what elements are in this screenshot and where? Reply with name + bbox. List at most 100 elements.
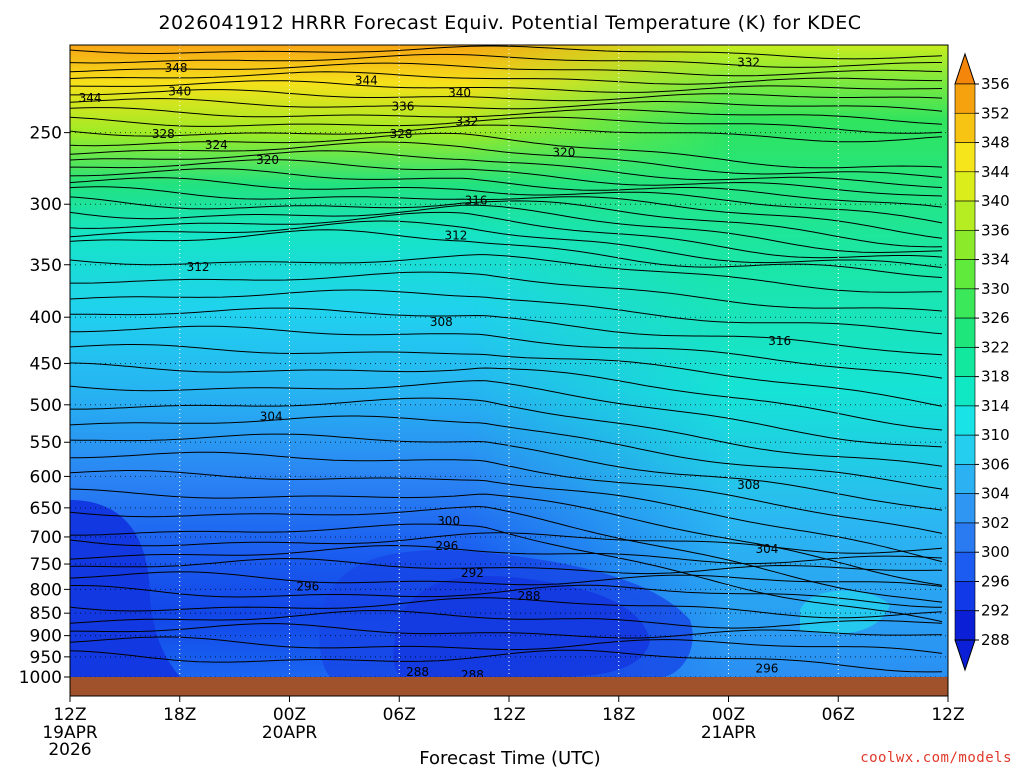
x-tick-date: 19APR [42,723,98,743]
x-tick-label: 06Z [383,705,416,725]
contour-line [70,80,943,93]
contour-line [70,289,943,335]
x-tick-label: 00Z [273,705,306,725]
contour-line [70,45,943,60]
colorbar-swatch [954,112,976,143]
contour-label: 288 [406,665,429,679]
colorbar-label: 318 [981,368,1010,386]
colorbar-swatch [954,230,976,260]
contour-line [70,325,943,379]
colorbar-swatch [954,288,976,319]
contour-label: 312 [187,260,210,274]
contour-line [70,344,943,407]
x-tick-label: 18Z [602,705,635,725]
contour-label: 324 [205,138,228,152]
contour-line [70,150,943,188]
colorbar-label: 356 [981,75,1010,93]
colorbar-swatch [954,142,976,173]
colorbar-label: 302 [981,514,1010,532]
chart-title: 2026041912 HRRR Forecast Equiv. Potentia… [158,12,861,34]
contour-line [70,177,943,224]
colorbar-swatch [954,551,976,582]
contour-label: 328 [390,127,413,141]
y-tick-label: 900 [30,627,62,647]
contour-label: 308 [737,478,760,492]
x-tick-label: 12Z [53,705,86,725]
contour-line [70,89,943,102]
colorbar-swatch [954,405,976,436]
colorbar-top-arrow [954,52,976,85]
colorbar-label: 326 [981,309,1010,327]
x-tick-date: 21APR [701,723,757,743]
y-tick-label: 800 [30,580,62,600]
colorbar-label: 340 [981,192,1010,210]
contour-label: 348 [165,61,188,75]
x-tick-year: 2026 [48,740,91,760]
contour-line [70,597,943,619]
contour-label-group: 348 344 340 344 340 336 332 328 324 328 320 320 332 3… [79,55,792,682]
colorbar-label: 292 [981,602,1010,620]
contour-label: 304 [755,542,778,556]
colorbar-label: 310 [981,426,1010,444]
contour-label: 304 [260,409,283,423]
colorbar-swatch [954,434,976,465]
contour-label: 344 [355,74,378,88]
contour-label: 320 [256,153,279,167]
plot-area: 348 344 340 344 340 336 332 328 324 328 320 320 332 3… [70,45,948,682]
contour-label: 336 [391,100,414,114]
contour-label: 340 [448,86,471,100]
colorbar-label: 334 [981,251,1010,269]
colorbar-swatch [954,200,976,231]
colorbar-swatch [954,317,976,348]
colorbar-label: 306 [981,455,1010,473]
colorbar-label: 330 [981,280,1010,298]
contour-label: 296 [755,662,778,676]
y-tick-label: 400 [30,308,62,328]
y-tick-label: 950 [30,648,62,668]
x-axis-label: Forecast Time (UTC) [419,748,600,768]
ground-strip [70,677,948,696]
contour-line [70,636,943,654]
contour-label: 296 [296,579,319,593]
contour-line [70,544,943,565]
contour-label: 292 [461,566,484,580]
credit-text: coolwx.com/models [860,750,1012,766]
x-tick-label: 12Z [492,705,525,725]
contour-line [70,141,943,178]
contour-line [70,159,943,197]
contour-line [70,186,943,239]
contour-line [70,204,943,254]
contour-line [70,397,943,467]
colorbar-swatch [954,493,976,524]
x-tick-date: 20APR [262,723,318,743]
colorbar: 356 352 348 344 340 336 334 330 326 322 318 314 310 3… [954,52,1010,672]
contour-label: 340 [168,84,191,98]
contour-label: 316 [465,193,488,207]
colorbar-swatch [954,581,976,612]
contour-line [70,97,943,112]
contour-label: 320 [552,146,575,160]
y-tick-label: 350 [30,256,62,276]
colorbar-swatch [954,610,976,641]
contour-line [70,71,942,85]
colorbar-label: 300 [981,543,1010,561]
contour-line [70,380,943,448]
contour-line [70,62,943,77]
contour-label: 288 [461,668,484,682]
contour-label: 316 [768,334,791,348]
colorbar-label: 288 [981,631,1010,649]
contour-label: 332 [737,55,760,69]
contour-line [70,116,943,134]
contour-line [70,415,943,490]
x-tick-label: 00Z [712,705,745,725]
contour-line [70,132,943,169]
colorbar-label: 348 [981,134,1010,152]
colorbar-swatch [954,83,976,114]
contour-line [70,211,943,259]
contour-line [70,505,943,603]
contour-line [70,107,943,125]
contour-line [70,584,943,608]
contour-label: 344 [79,91,102,105]
y-tick-label: 300 [30,195,62,215]
